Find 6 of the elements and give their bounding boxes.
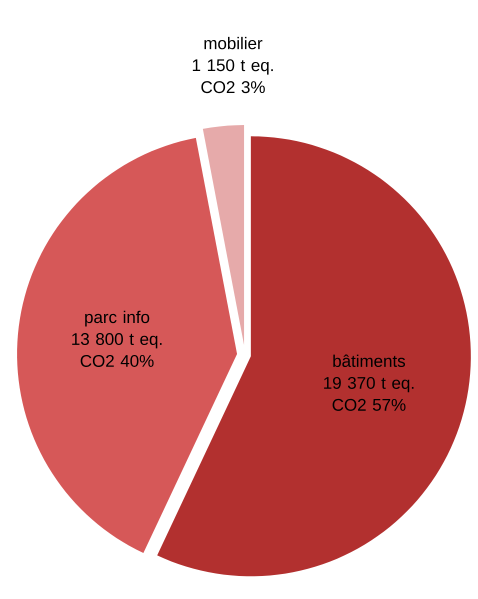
data-label: 19 370 t eq. CO2 57% [324, 376, 414, 411]
data-label: 13 800 t eq. CO2 40% [72, 333, 162, 367]
slice-label: mobilier [204, 36, 262, 50]
data-label: 1 150 t eq. CO2 3% [192, 59, 273, 94]
slice-label: bâtiments [333, 354, 406, 368]
slice-label: parc info [85, 310, 150, 326]
